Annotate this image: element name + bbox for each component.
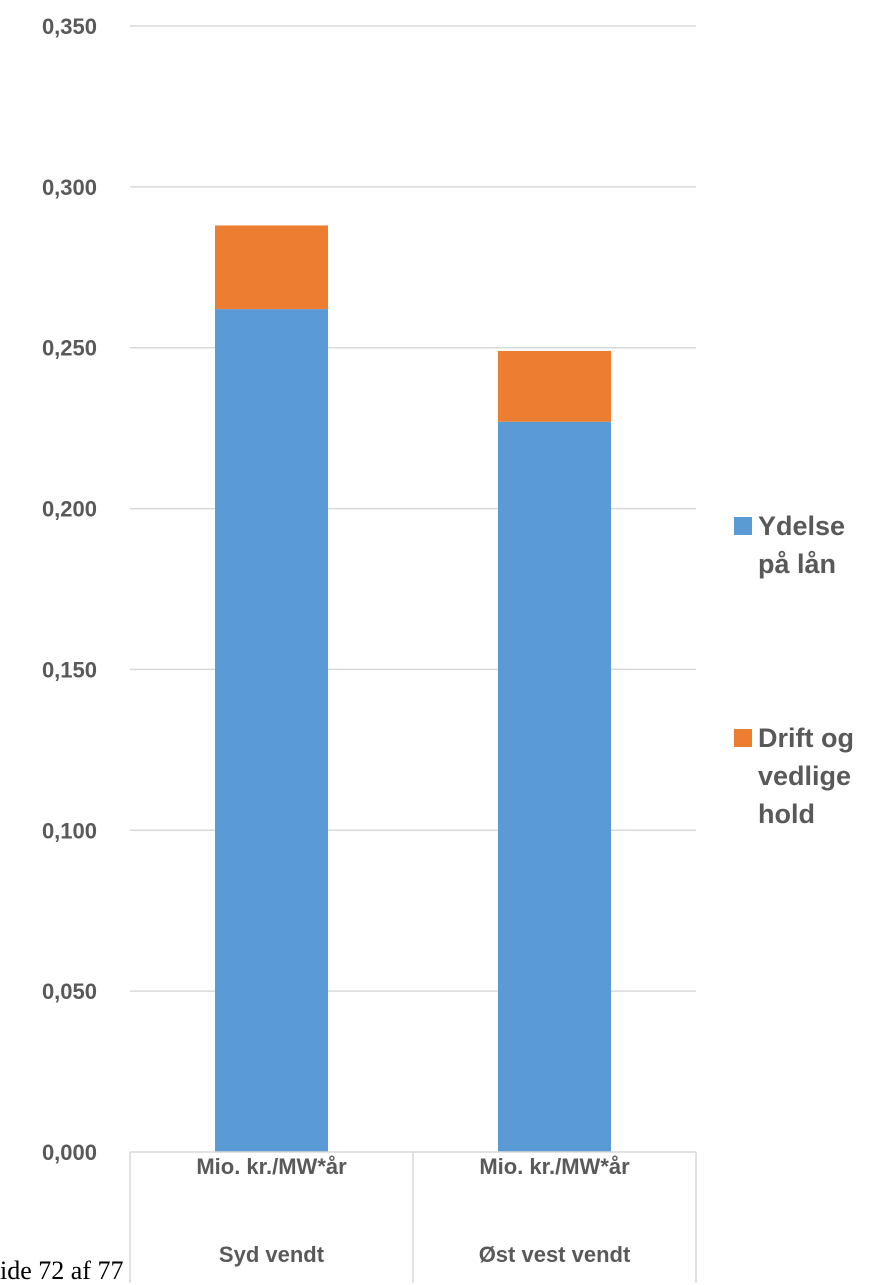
y-tick-label: 0,250	[42, 336, 97, 361]
y-tick-label: 0,200	[42, 497, 97, 522]
y-tick-label: 0,350	[42, 14, 97, 39]
bar-segment	[215, 225, 328, 310]
y-tick-label: 0,300	[42, 175, 97, 200]
legend: Ydelse på lån Drift og vedlige hold	[734, 511, 854, 829]
gridlines	[130, 25, 696, 992]
x-category-label: Mio. kr./MW*år	[479, 1154, 630, 1179]
legend-label: vedlige	[758, 761, 851, 791]
legend-label: på lån	[758, 549, 836, 579]
bar-segment	[498, 421, 611, 1152]
bar-segment	[498, 350, 611, 422]
y-tick-label: 0,050	[42, 979, 97, 1004]
legend-label: hold	[758, 799, 815, 829]
page-footer-text: ide 72 af 77	[0, 1256, 124, 1285]
x-axis: Mio. kr./MW*år Syd vendt Mio. kr./MW*år Øst…	[129, 1151, 697, 1283]
bars	[215, 225, 611, 1152]
legend-label: Ydelse	[758, 511, 845, 541]
y-axis-ticks: 0,000 0,050 0,100 0,150 0,200 0,250 0,300 0,350	[42, 14, 97, 1165]
y-tick-label: 0,100	[42, 818, 97, 843]
y-tick-label: 0,150	[42, 657, 97, 682]
bar-segment	[215, 309, 328, 1152]
legend-swatch	[734, 517, 752, 535]
x-category-label: Syd vendt	[219, 1242, 325, 1267]
x-category-label: Øst vest vendt	[479, 1242, 631, 1267]
x-category-label: Mio. kr./MW*år	[196, 1154, 347, 1179]
legend-label: Drift og	[758, 723, 854, 753]
legend-swatch	[734, 729, 752, 747]
y-tick-label: 0,000	[42, 1140, 97, 1165]
